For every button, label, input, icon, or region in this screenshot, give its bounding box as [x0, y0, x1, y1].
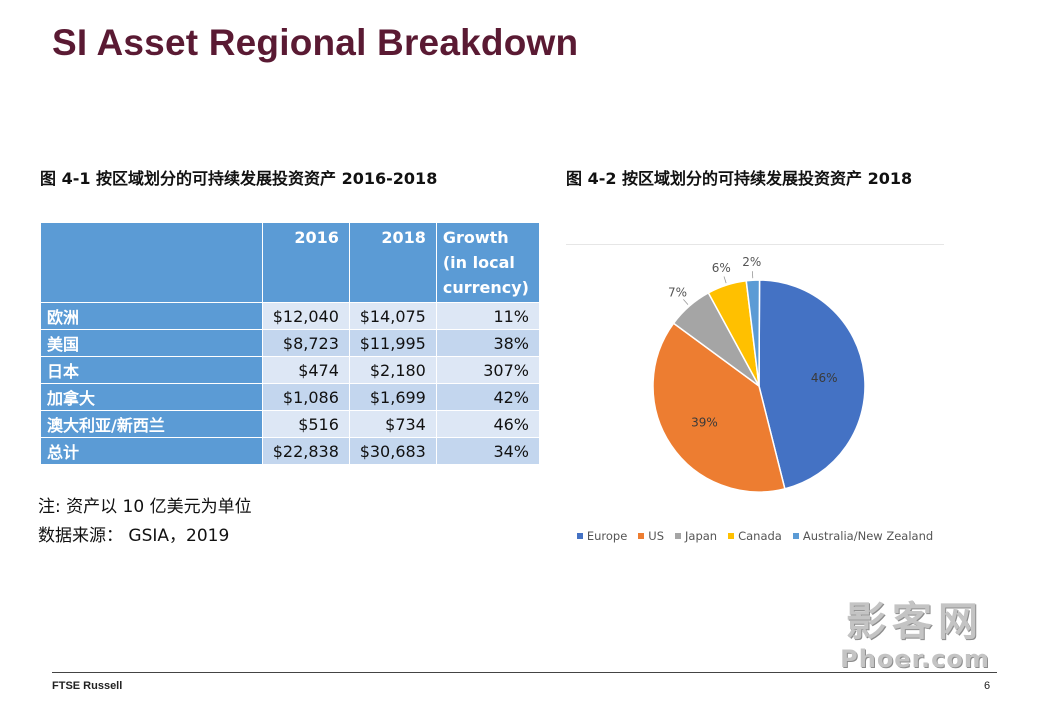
legend-label: Europe	[586, 529, 628, 543]
legend-item: Europe	[576, 529, 628, 543]
table-row: 美国 $8,723 $11,995 38%	[40, 329, 541, 357]
legend-swatch	[576, 533, 583, 539]
header-region	[40, 222, 263, 303]
legend-label: US	[648, 529, 664, 543]
value-cell-2016: $474	[261, 356, 350, 384]
legend-item: Australia/New Zealand	[792, 529, 934, 543]
value-cell-2018: $14,075	[348, 302, 437, 330]
header-growth-line1: Growth	[442, 228, 509, 247]
pie-label-japan: 7%	[668, 286, 687, 300]
footer-divider	[52, 672, 997, 673]
region-cell: 日本	[40, 356, 263, 384]
value-cell-2016: $516	[261, 410, 350, 438]
growth-cell: 46%	[435, 410, 541, 438]
region-cell: 加拿大	[40, 383, 263, 411]
table-row: 总计 $22,838 $30,683 34%	[40, 437, 541, 465]
legend-label: Canada	[738, 529, 782, 543]
pie-figure-caption: 图 4-2 按区域划分的可持续发展投资资产 2018	[566, 169, 913, 188]
pie-chart: 46% 39% 7% 6% 2%	[652, 255, 866, 493]
header-2018: 2018	[348, 222, 437, 303]
value-cell-2018: $30,683	[348, 437, 437, 465]
header-growth-line2: (in local	[442, 253, 515, 272]
pie-slice-australia-new-zealand	[745, 279, 761, 387]
footer-brand: FTSE Russell	[52, 680, 123, 692]
header-growth: Growth (in local currency)	[435, 222, 541, 303]
pie-label-europe: 46%	[811, 371, 838, 385]
legend-item: Japan	[675, 529, 717, 543]
header-growth-line3: currency)	[442, 278, 529, 297]
value-cell-2018: $11,995	[348, 329, 437, 357]
table-header-row: 2016 2018 Growth (in local currency)	[40, 222, 541, 303]
legend-swatch	[675, 533, 681, 539]
region-cell: 总计	[40, 437, 263, 465]
region-cell: 美国	[40, 329, 263, 357]
pie-chart-area: 46% 39% 7% 6% 2% Europe US Japan Canada Australi…	[566, 244, 944, 555]
region-cell: 澳大利亚/新西兰	[40, 410, 263, 438]
value-cell-2018: $2,180	[348, 356, 437, 384]
watermark-line-2: Phoer.com	[840, 645, 990, 673]
page-number: 6	[984, 680, 991, 692]
table-figure-caption: 图 4-1 按区域划分的可持续发展投资资产 2016-2018	[40, 169, 438, 188]
growth-cell: 307%	[435, 356, 541, 384]
legend-item: Canada	[728, 529, 782, 543]
region-cell: 欧洲	[40, 302, 263, 330]
pie-leader-line	[723, 276, 727, 284]
value-cell-2016: $22,838	[261, 437, 350, 465]
pie-label-australia-new-zealand: 2%	[742, 255, 761, 269]
legend-swatch	[638, 533, 645, 539]
growth-cell: 38%	[435, 329, 541, 357]
pie-leader-line	[683, 299, 689, 305]
legend-label: Australia/New Zealand	[802, 529, 934, 543]
pie-label-us: 39%	[691, 416, 718, 430]
growth-cell: 11%	[435, 302, 541, 330]
table-row: 欧洲 $12,040 $14,075 11%	[40, 302, 541, 330]
value-cell-2016: $8,723	[261, 329, 350, 357]
slide-title: SI Asset Regional Breakdown	[52, 22, 579, 63]
value-cell-2016: $1,086	[261, 383, 350, 411]
pie-slice-us	[652, 322, 786, 493]
pie-legend: Europe US Japan Canada Australia/New Zealand	[566, 529, 944, 543]
pie-slice-europe	[758, 279, 866, 490]
table-row: 日本 $474 $2,180 307%	[40, 356, 541, 384]
growth-cell: 42%	[435, 383, 541, 411]
header-2016: 2016	[261, 222, 350, 303]
value-cell-2018: $734	[348, 410, 437, 438]
pie-label-canada: 6%	[712, 261, 731, 275]
growth-cell: 34%	[435, 437, 541, 465]
source-note: 数据来源： GSIA，2019	[38, 526, 230, 546]
legend-label: Japan	[685, 529, 718, 543]
legend-swatch	[728, 533, 735, 539]
value-cell-2016: $12,040	[261, 302, 350, 330]
watermark-line-1: 影客网	[846, 599, 984, 645]
table-row: 澳大利亚/新西兰 $516 $734 46%	[40, 410, 541, 438]
watermark-logo: 影客网 Phoer.com	[830, 600, 1000, 674]
legend-swatch	[792, 533, 799, 539]
value-cell-2018: $1,699	[348, 383, 437, 411]
legend-item: US	[638, 529, 664, 543]
regional-assets-table: 2016 2018 Growth (in local currency) 欧洲 $…	[40, 222, 541, 465]
table-row: 加拿大 $1,086 $1,699 42%	[40, 383, 541, 411]
unit-note: 注: 资产以 10 亿美元为单位	[38, 497, 252, 517]
